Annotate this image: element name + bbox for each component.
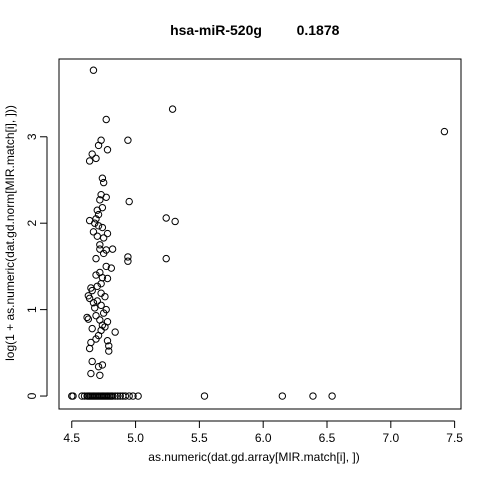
data-point xyxy=(92,311,100,320)
data-point xyxy=(97,301,105,309)
data-point xyxy=(91,304,99,312)
data-point xyxy=(103,337,112,345)
data-point xyxy=(88,357,96,366)
data-point xyxy=(105,342,113,350)
data-point xyxy=(93,297,101,305)
chart-title-mirna: hsa-miR-520g xyxy=(170,22,262,38)
y-tick-label: 3 xyxy=(25,133,39,140)
data-point xyxy=(328,392,336,400)
data-point xyxy=(102,115,110,124)
data-point xyxy=(92,335,100,343)
y-tick-label: 1 xyxy=(25,306,39,313)
data-point xyxy=(101,292,109,301)
data-point xyxy=(94,362,103,371)
data-point xyxy=(98,223,107,232)
data-point xyxy=(88,150,96,158)
data-point xyxy=(103,229,112,238)
data-point xyxy=(121,392,130,400)
data-point xyxy=(89,66,98,74)
data-point xyxy=(111,328,119,336)
data-point xyxy=(98,361,107,369)
data-point xyxy=(93,206,101,214)
data-point xyxy=(96,196,104,204)
data-point xyxy=(440,127,449,136)
data-point xyxy=(103,146,112,154)
data-point xyxy=(84,315,93,323)
x-tick-label: 7.0 xyxy=(382,431,399,445)
data-point xyxy=(85,294,94,303)
plot-frame xyxy=(58,58,462,410)
data-point xyxy=(89,228,98,236)
data-point xyxy=(102,262,110,271)
data-point xyxy=(162,214,170,222)
data-point xyxy=(125,197,133,206)
data-point xyxy=(125,392,133,400)
data-point xyxy=(96,241,104,249)
x-tick-label: 6.5 xyxy=(319,431,336,445)
y-tick-label: 0 xyxy=(25,392,39,399)
data-point xyxy=(108,245,117,253)
data-point xyxy=(97,289,105,297)
data-point xyxy=(93,232,101,240)
x-axis-label: as.numeric(dat.gd.array[MIR.match[i], ]) xyxy=(148,450,359,464)
data-point xyxy=(92,254,100,263)
data-point xyxy=(129,392,137,400)
y-tick-label: 2 xyxy=(25,220,39,227)
x-tick-label: 5.5 xyxy=(191,431,208,445)
data-point xyxy=(107,264,116,272)
data-point xyxy=(97,279,105,288)
data-point xyxy=(168,105,177,113)
data-point xyxy=(200,392,209,400)
data-point xyxy=(309,392,317,400)
data-point xyxy=(87,338,95,347)
data-point xyxy=(98,174,107,182)
data-point xyxy=(99,249,108,258)
x-tick-label: 4.5 xyxy=(63,431,80,445)
data-point xyxy=(102,193,110,201)
y-axis: 0 1 2 3 xyxy=(25,133,48,399)
data-point xyxy=(69,392,77,400)
data-point xyxy=(94,141,103,150)
data-point xyxy=(96,371,104,379)
data-points xyxy=(68,66,449,400)
data-point xyxy=(278,392,287,400)
x-axis: 4.5 5.0 5.5 6.0 6.5 7.0 7.5 xyxy=(63,420,463,445)
data-point xyxy=(89,299,98,307)
data-point xyxy=(108,392,117,400)
data-point xyxy=(171,217,179,226)
data-point xyxy=(162,254,170,263)
data-point xyxy=(83,313,91,322)
data-point xyxy=(88,286,96,295)
data-point xyxy=(124,253,132,261)
data-point xyxy=(92,154,100,163)
data-point xyxy=(99,234,108,242)
chart-title-correlation: 0.1878 xyxy=(297,22,340,38)
data-point xyxy=(85,216,94,225)
data-point xyxy=(116,392,124,400)
x-tick-label: 7.5 xyxy=(446,431,463,445)
x-tick-label: 5.0 xyxy=(127,431,144,445)
data-point xyxy=(124,257,132,265)
data-point xyxy=(85,344,94,353)
data-point xyxy=(105,347,113,355)
x-tick-label: 6.0 xyxy=(255,431,272,445)
data-point xyxy=(87,369,95,378)
data-point xyxy=(114,392,122,400)
data-point xyxy=(85,157,94,165)
data-point xyxy=(99,309,108,317)
data-point xyxy=(92,271,100,279)
data-point xyxy=(99,178,108,187)
y-axis-label: log(1 + as.numeric(dat.gd.norm[MIR.match… xyxy=(3,105,17,361)
data-point xyxy=(111,392,119,400)
data-point xyxy=(96,245,104,253)
data-point xyxy=(124,136,132,144)
data-point xyxy=(103,274,112,283)
data-point xyxy=(134,392,142,400)
data-point xyxy=(94,222,103,230)
data-point xyxy=(88,324,96,333)
